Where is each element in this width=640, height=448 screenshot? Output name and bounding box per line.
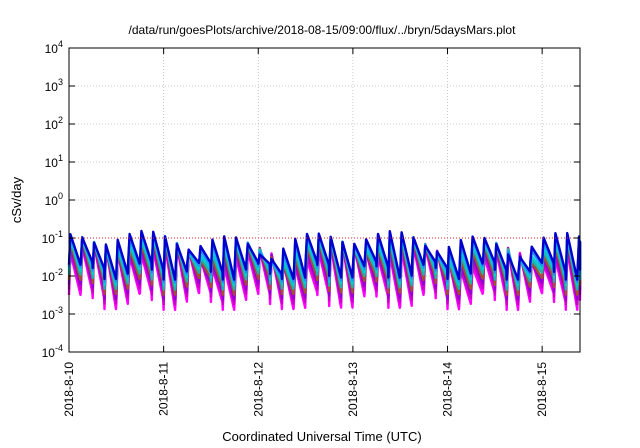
y-tick-label: 102 [45,115,63,132]
y-tick-label: 101 [45,153,63,170]
x-tick-label: 2018-8-15 [535,362,549,417]
series-line [67,229,582,281]
x-tick-label: 2018-8-14 [441,362,455,417]
y-axis: 10-4 10-3 10-2 10-1 100 101 102 103 104 [42,39,580,360]
y-tick-label: 10-3 [42,305,63,322]
x-tick-label: 2018-8-12 [251,362,265,417]
series-group [67,229,582,312]
y-axis-label: cSv/day [9,176,24,223]
chart-title: /data/run/goesPlots/archive/2018-08-15/0… [129,23,517,37]
x-tick-label: 2018-8-10 [62,362,76,417]
x-axis: 2018-8-10 2018-8-11 2018-8-12 2018-8-13 2018… [62,48,549,417]
x-tick-label: 2018-8-11 [157,362,171,416]
y-tick-label: 10-2 [42,267,63,284]
y-tick-label: 103 [45,77,63,94]
x-tick-label: 2018-8-13 [346,362,360,417]
y-tick-label: 104 [45,39,63,56]
y-tick-label: 10-4 [42,343,63,360]
x-axis-label: Coordinated Universal Time (UTC) [222,429,421,444]
grid [69,48,580,352]
y-tick-label: 100 [45,191,63,208]
y-tick-label: 10-1 [42,229,63,246]
